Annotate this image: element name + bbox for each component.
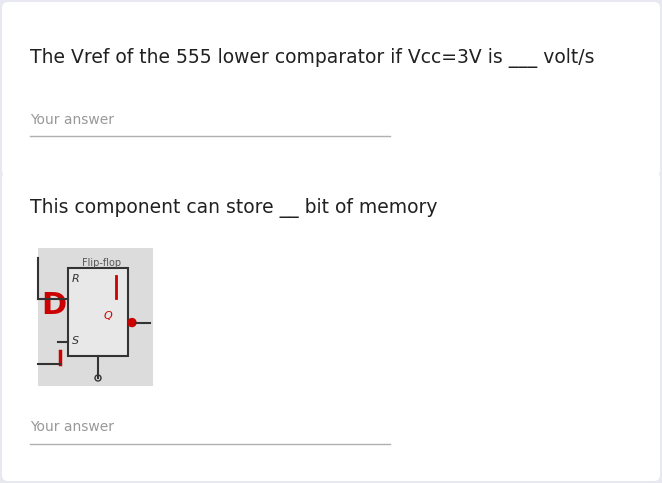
Text: Flip-flop: Flip-flop [81, 258, 120, 268]
Text: S: S [72, 336, 79, 346]
Text: This component can store __ bit of memory: This component can store __ bit of memor… [30, 198, 438, 218]
Text: D: D [41, 291, 66, 320]
Text: R: R [72, 274, 79, 284]
Text: The Vref of the 555 lower comparator if Vcc=3V is ___ volt/s: The Vref of the 555 lower comparator if … [30, 48, 594, 68]
FancyBboxPatch shape [2, 2, 660, 176]
Text: Q: Q [104, 312, 113, 321]
FancyBboxPatch shape [2, 172, 660, 481]
Text: Your answer: Your answer [30, 420, 114, 434]
Bar [38, 248, 153, 386]
Circle shape [128, 319, 136, 327]
Bar [68, 268, 128, 356]
Text: Your answer: Your answer [30, 113, 114, 127]
